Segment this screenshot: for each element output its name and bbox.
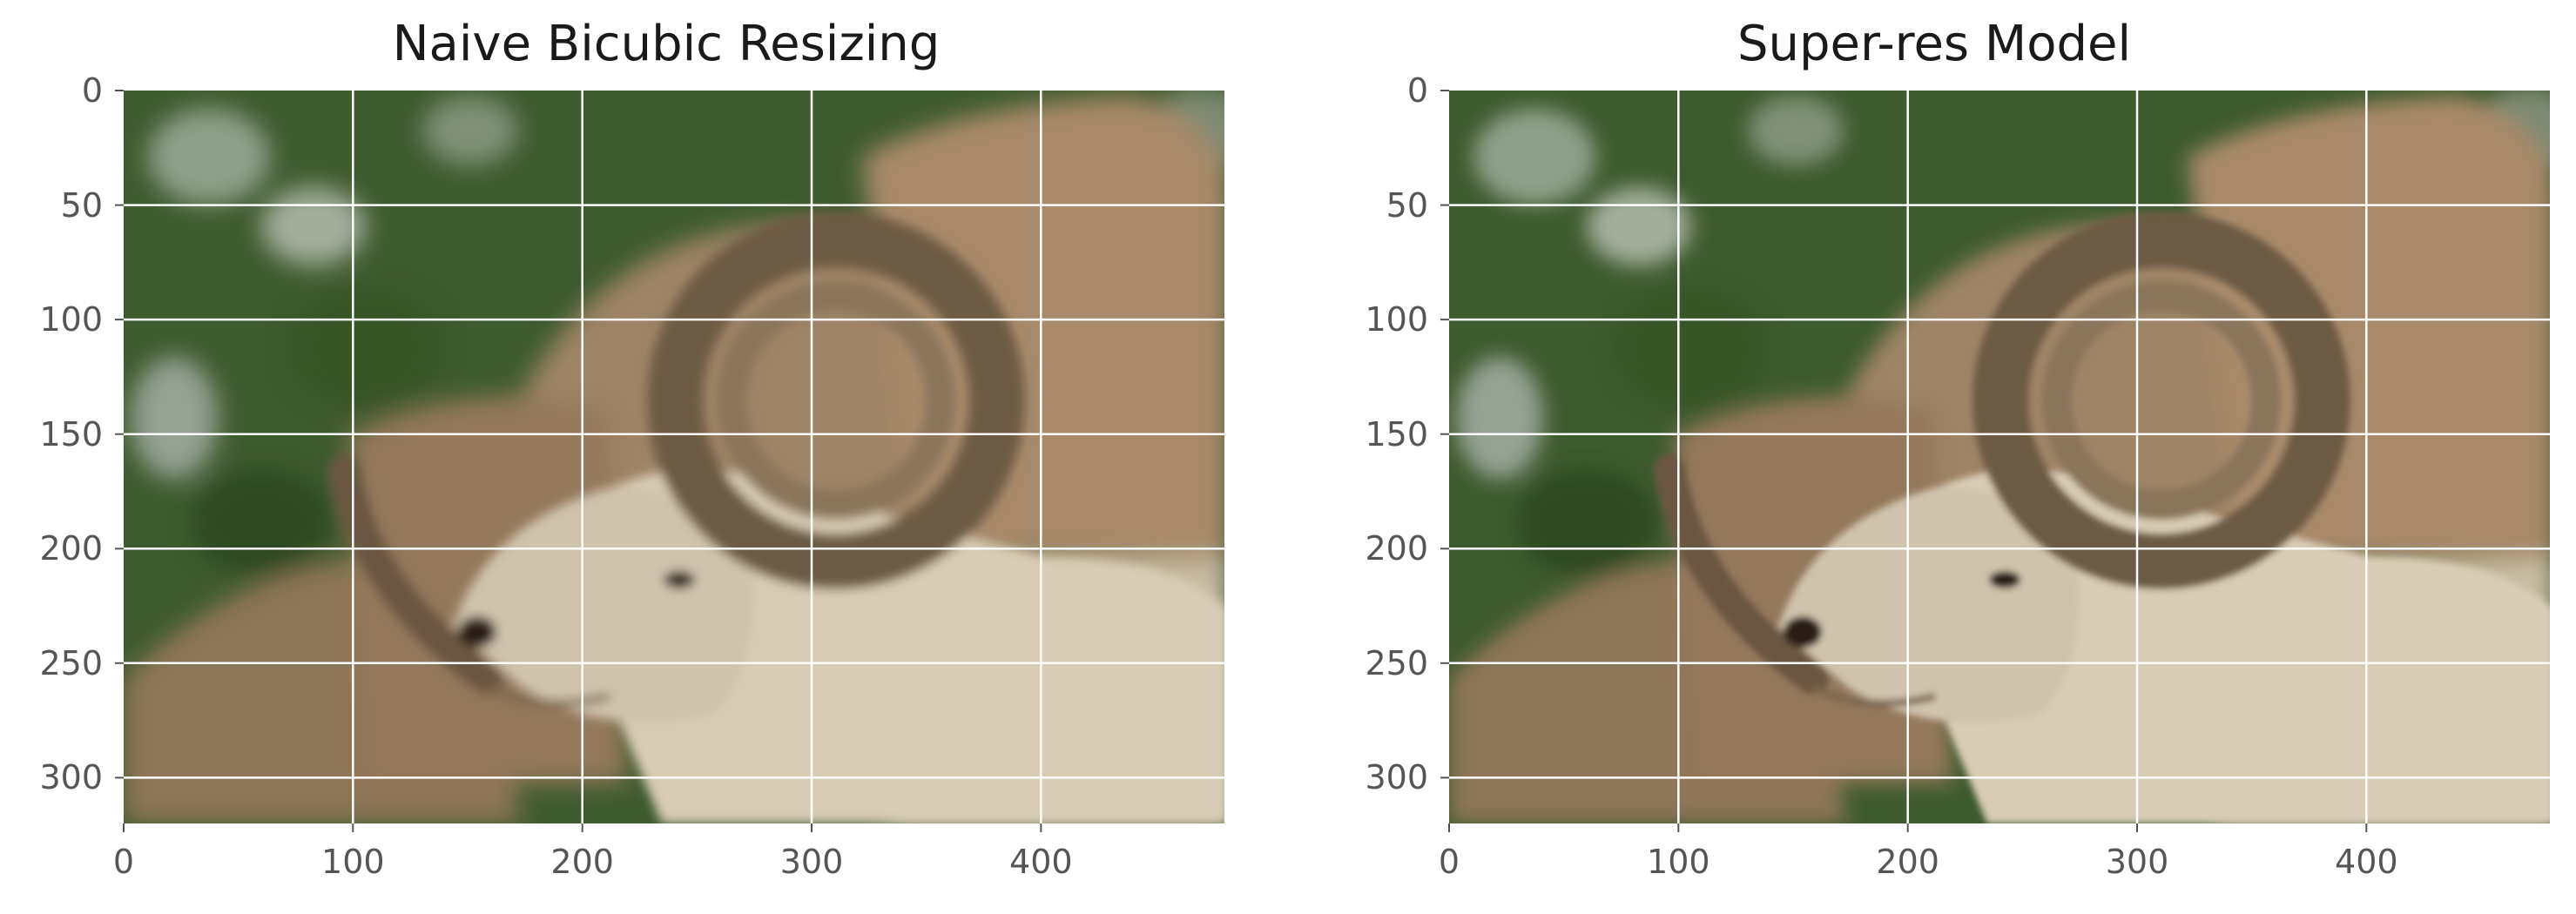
right-tick-marks [1440,90,2368,832]
right-panel: Super-res Model [1288,0,2576,914]
right-ytick-50: 50 [1386,186,1428,225]
left-xtick-400: 400 [1009,843,1073,881]
left-ytick-200: 200 [39,529,103,568]
left-ytick-250: 250 [39,644,103,682]
left-ytick-150: 150 [39,415,103,454]
right-ytick-0: 0 [1407,71,1428,110]
right-xtick-0: 0 [1439,843,1460,881]
left-xtick-200: 200 [550,843,614,881]
left-grid [124,91,1224,823]
ram-photo-right [1449,91,2550,823]
right-ytick-300: 300 [1365,758,1428,796]
ram-photo-left [124,91,1224,823]
left-panel: Naive Bicubic Resizing [39,16,1224,881]
left-panel-title: Naive Bicubic Resizing [392,16,941,72]
left-tick-marks [115,90,1042,832]
right-ytick-150: 150 [1365,415,1428,454]
right-xtick-300: 300 [2106,843,2169,881]
right-xtick-200: 200 [1876,843,1939,881]
left-xtick-300: 300 [780,843,844,881]
right-panel-title: Super-res Model [1736,16,2132,72]
left-plot: 0 50 100 150 200 250 300 0 100 200 300 4… [39,71,1224,881]
right-ytick-100: 100 [1365,300,1428,339]
left-xtick-100: 100 [321,843,385,881]
right-ytick-200: 200 [1365,529,1428,568]
left-ytick-50: 50 [61,186,103,225]
left-xtick-0: 0 [113,843,134,881]
right-xtick-100: 100 [1647,843,1710,881]
right-ytick-250: 250 [1365,644,1428,682]
right-grid [1449,91,2550,823]
left-ytick-100: 100 [39,300,103,339]
right-xtick-400: 400 [2335,843,2398,881]
left-ytick-0: 0 [82,71,103,110]
left-ytick-300: 300 [39,758,103,796]
right-plot: 0 50 100 150 200 250 300 0 100 200 300 4… [1365,71,2550,881]
